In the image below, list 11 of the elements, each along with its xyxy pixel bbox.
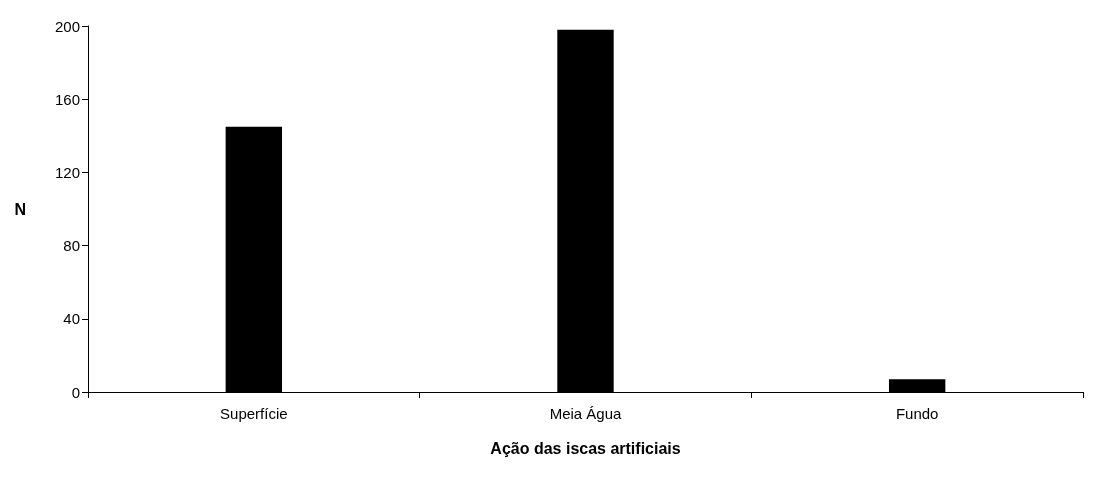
y-tick-label: 80 (63, 237, 80, 255)
y-tick-label: 120 (54, 163, 80, 181)
x-tick-label: Fundo (895, 405, 939, 422)
y-tick-label: 0 (71, 383, 80, 401)
y-tick-label: 40 (63, 310, 80, 328)
x-tick-label: Meia Água (549, 405, 623, 422)
y-tick-label: 200 (54, 17, 80, 35)
x-axis-title: Ação das iscas artificiais (490, 439, 681, 457)
y-axis-title: N (14, 200, 26, 218)
x-tick-label: Superfície (220, 405, 288, 422)
y-tick-label: 160 (54, 90, 80, 108)
